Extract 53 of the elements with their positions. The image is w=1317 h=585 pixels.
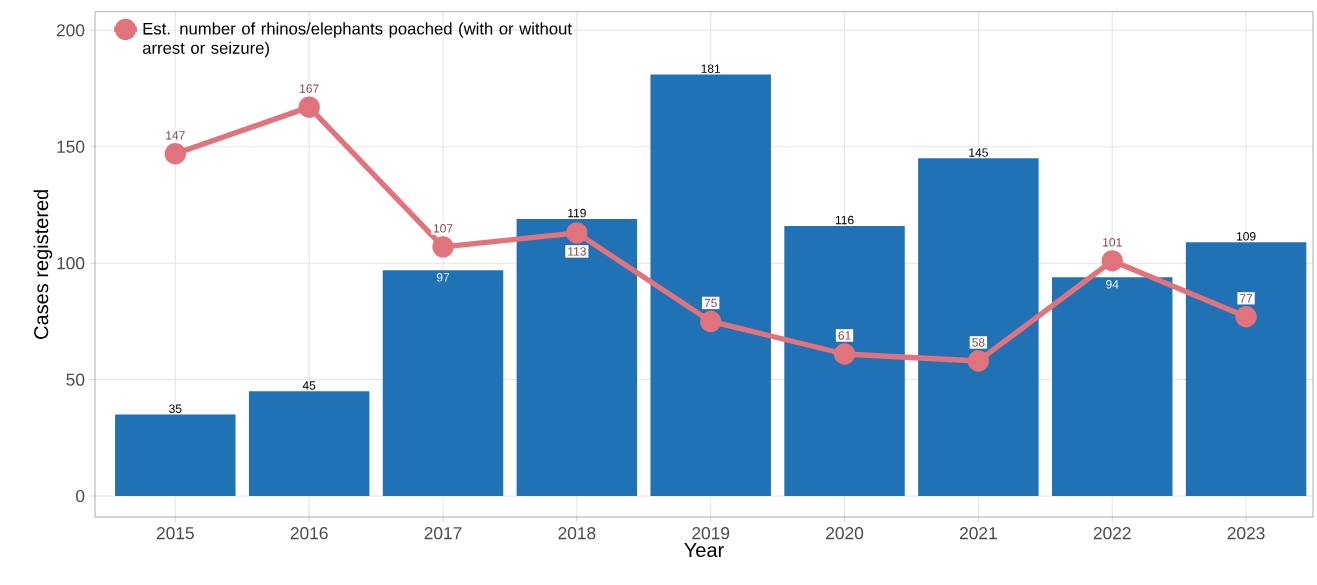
point xyxy=(1101,250,1123,272)
x-tick-label: 2019 xyxy=(692,527,730,540)
point xyxy=(566,222,588,244)
data-label: 181 xyxy=(701,64,721,73)
x-tick-label: 2018 xyxy=(558,527,596,540)
x-tick-label: 2021 xyxy=(959,527,997,540)
bar xyxy=(1185,242,1307,497)
x-tick-label: 2016 xyxy=(290,527,328,540)
data-label: 58 xyxy=(972,338,985,347)
data-label: 107 xyxy=(433,224,453,233)
data-label: 45 xyxy=(302,381,316,390)
bar xyxy=(918,158,1039,497)
data-label: 116 xyxy=(835,215,854,225)
point xyxy=(700,310,722,333)
bar xyxy=(382,270,504,497)
bar xyxy=(1052,277,1173,497)
data-label: 97 xyxy=(436,273,450,282)
bar xyxy=(516,218,638,497)
x-tick-label: 2022 xyxy=(1093,527,1131,540)
bar xyxy=(248,391,370,497)
point xyxy=(1235,306,1257,328)
data-label: 119 xyxy=(568,208,586,218)
point xyxy=(432,236,454,258)
y-axis-title: Cases registered xyxy=(33,190,53,339)
bar xyxy=(650,74,771,497)
x-tick-label: 2017 xyxy=(424,527,462,540)
data-label: 167 xyxy=(300,84,319,93)
point xyxy=(967,350,990,372)
data-label: 61 xyxy=(838,331,851,340)
y-tick-label: 0 xyxy=(76,489,85,503)
data-label: 109 xyxy=(1236,232,1256,241)
y-tick-label: 50 xyxy=(66,373,85,386)
data-label: 145 xyxy=(969,148,988,157)
legend-label: Est. number of rhinos/elephants poached (with or without arrest or seizure) xyxy=(142,22,572,58)
data-label: 147 xyxy=(166,131,185,140)
data-label: 35 xyxy=(169,404,182,413)
data-label: 101 xyxy=(1103,238,1122,247)
bar xyxy=(115,414,236,497)
point xyxy=(833,343,856,365)
point xyxy=(164,143,186,165)
y-tick-label: 100 xyxy=(57,257,85,270)
data-label: 77 xyxy=(1240,294,1253,303)
y-tick-label: 200 xyxy=(56,24,85,37)
point xyxy=(298,96,320,118)
x-tick-label: 2020 xyxy=(826,527,864,540)
data-label: 75 xyxy=(704,298,717,308)
x-axis-title: Year xyxy=(684,543,724,558)
x-tick-label: 2023 xyxy=(1227,527,1265,540)
data-label: 94 xyxy=(1106,280,1119,289)
x-tick-label: 2015 xyxy=(156,527,194,540)
y-tick-label: 150 xyxy=(57,140,85,153)
bar xyxy=(784,225,905,497)
data-label: 113 xyxy=(568,247,586,256)
